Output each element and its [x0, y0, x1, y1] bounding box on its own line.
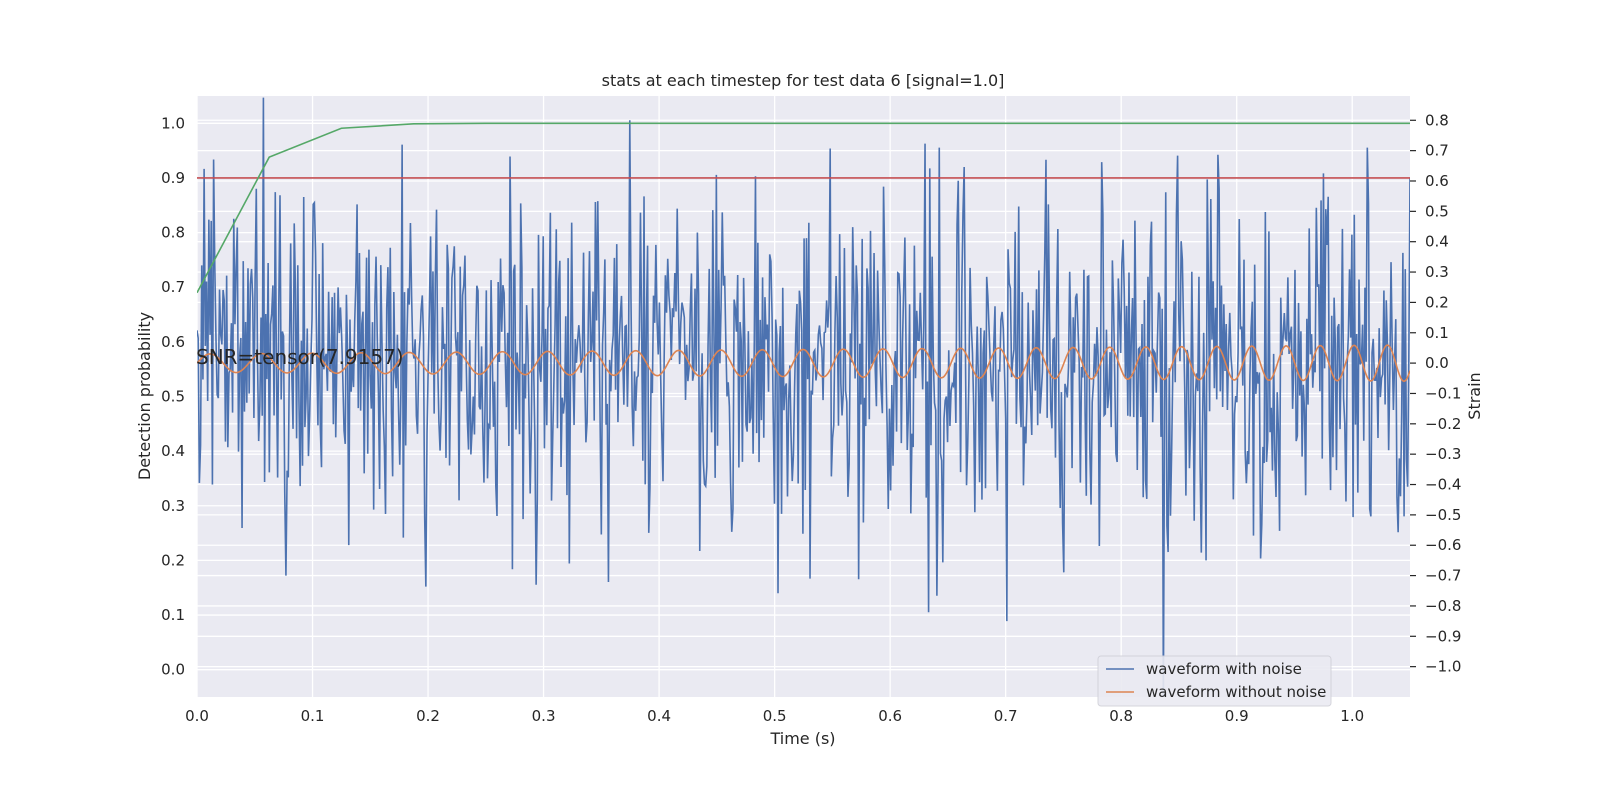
x-tick-label: 0.4 — [647, 707, 671, 725]
snr-annotation: SNR=tensor(7.9157) — [196, 345, 404, 369]
y-axis-left-label: Detection probability — [135, 312, 154, 480]
y2-tick-label: −0.3 — [1425, 445, 1461, 463]
y2-tick-label: 0.8 — [1425, 111, 1449, 129]
y-tick-label: 0.7 — [161, 278, 185, 296]
y-axis-left-ticks: 0.0 0.1 0.2 0.3 0.4 0.5 0.6 0.7 0.8 0.9 1.0 — [161, 114, 185, 678]
x-tick-label: 0.5 — [763, 707, 787, 725]
legend-box — [1097, 655, 1332, 707]
series-line-detection-probability — [197, 122, 1410, 294]
x-axis-ticks: 0.0 0.1 0.2 0.3 0.4 0.5 0.6 0.7 0.8 0.9 1.0 — [185, 707, 1364, 725]
series-line-waveform-without-noise — [197, 344, 1410, 383]
y2-tick-label: −0.6 — [1425, 536, 1461, 554]
y2-tick-label: −0.2 — [1425, 415, 1461, 433]
y2-tick-label: 0.5 — [1425, 202, 1449, 220]
x-tick-label: 0.3 — [532, 707, 556, 725]
y2-tick-label: 0.0 — [1425, 354, 1449, 372]
x-tick-label: 0.9 — [1225, 707, 1249, 725]
y2-tick-label: −0.8 — [1425, 597, 1461, 615]
series-line-waveform-with-noise — [197, 97, 1410, 697]
y-tick-label: 0.4 — [161, 442, 185, 460]
x-tick-label: 1.0 — [1340, 707, 1364, 725]
x-tick-label: 0.2 — [416, 707, 440, 725]
y2-tick-label: −0.7 — [1425, 567, 1461, 585]
y2-tick-label: −0.1 — [1425, 384, 1461, 402]
y-tick-label: 0.6 — [161, 333, 185, 351]
y-tick-label: 0.0 — [161, 661, 185, 679]
x-tick-label: 0.8 — [1109, 707, 1133, 725]
y2-tick-label: 0.4 — [1425, 233, 1449, 251]
y2-tick-label: −1.0 — [1425, 658, 1461, 676]
legend-label-waveform-with-noise: waveform with noise — [1146, 660, 1302, 678]
y2-tick-label: 0.3 — [1425, 263, 1449, 281]
y-tick-label: 0.2 — [161, 551, 185, 569]
y2-tick-label: 0.1 — [1425, 324, 1449, 342]
legend: waveform with noise waveform without noi… — [1097, 655, 1332, 707]
y2-tick-label: 0.6 — [1425, 172, 1449, 190]
y2-tick-label: 0.2 — [1425, 293, 1449, 311]
x-tick-label: 0.6 — [878, 707, 902, 725]
y-axis-right-label: Strain — [1465, 372, 1484, 419]
y-tick-label: 0.8 — [161, 224, 185, 242]
y2-tick-label: −0.4 — [1425, 476, 1461, 494]
y2-tick-label: −0.9 — [1425, 627, 1461, 645]
y-tick-label: 1.0 — [161, 114, 185, 132]
x-tick-label: 0.0 — [185, 707, 209, 725]
y-tick-label: 0.3 — [161, 497, 185, 515]
x-tick-label: 0.7 — [994, 707, 1018, 725]
x-tick-label: 0.1 — [301, 707, 325, 725]
legend-label-waveform-without-noise: waveform without noise — [1146, 683, 1326, 701]
y2-tick-label: −0.5 — [1425, 506, 1461, 524]
chart-title: stats at each timestep for test data 6 [… — [602, 71, 1005, 90]
y-tick-label: 0.5 — [161, 388, 185, 406]
y2-tick-label: 0.7 — [1425, 142, 1449, 160]
y-tick-label: 0.9 — [161, 169, 185, 187]
y-axis-right-ticks: 0.8 0.7 0.6 0.5 0.4 0.3 0.2 0.1 0.0 −0.1 −0.2 −0.3 −… — [1410, 111, 1461, 676]
x-axis-label: Time (s) — [769, 729, 835, 748]
y-tick-label: 0.1 — [161, 606, 185, 624]
